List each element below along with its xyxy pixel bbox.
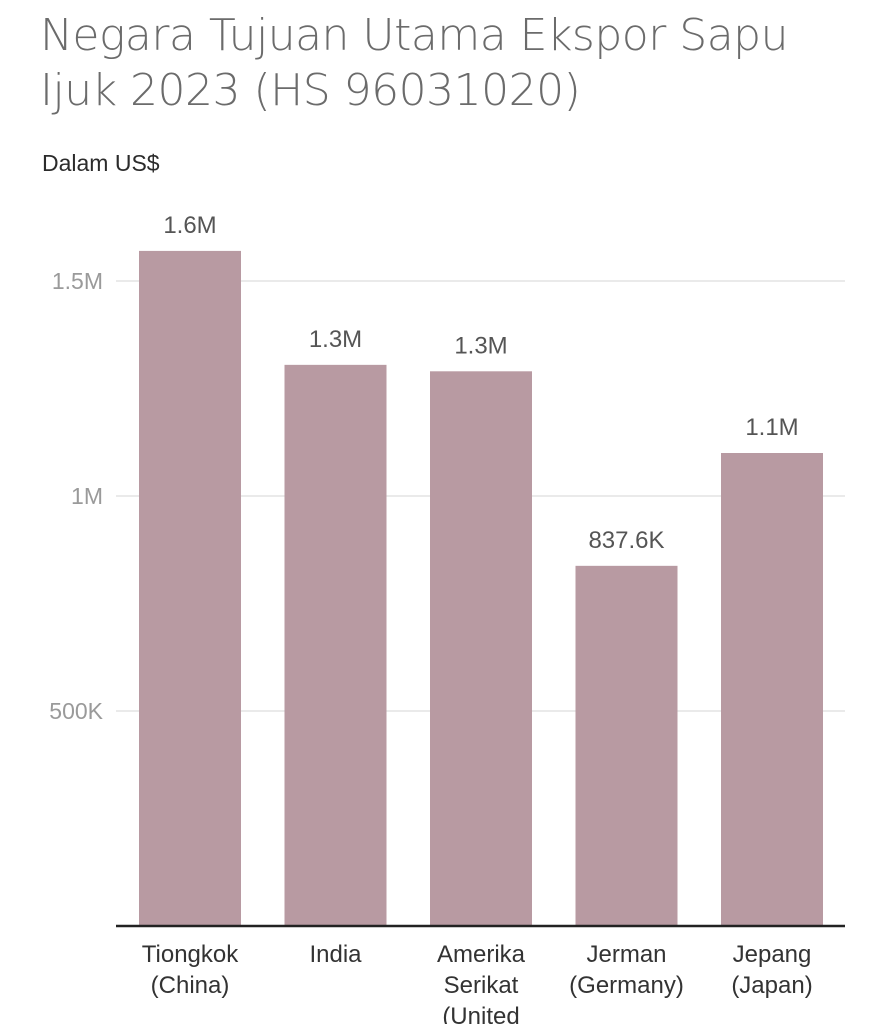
x-tick-label-line: Jepang bbox=[733, 941, 812, 968]
x-tick-label-line: (Japan) bbox=[731, 972, 812, 999]
data-label: 1.1M bbox=[745, 414, 798, 441]
bar bbox=[284, 364, 387, 927]
x-tick-label: Tiongkok (China) bbox=[142, 941, 239, 999]
chart-title: Negara Tujuan Utama Ekspor Sapu Ijuk 202… bbox=[40, 10, 789, 116]
bar bbox=[575, 565, 678, 926]
x-tick-label: Jepang (Japan) bbox=[731, 941, 812, 999]
x-tick-label-line: Serikat bbox=[444, 972, 519, 999]
x-tick-label-line: (United bbox=[442, 1003, 519, 1024]
x-tick-label-line: Amerika bbox=[437, 941, 526, 968]
data-label: 1.6M bbox=[163, 212, 216, 239]
x-tick-label: Amerika Serikat (United bbox=[437, 941, 526, 1024]
y-tick-label: 1.5M bbox=[52, 268, 103, 294]
x-tick-label-line: (Germany) bbox=[569, 972, 684, 999]
bar bbox=[721, 453, 823, 926]
y-tick-label: 500K bbox=[49, 698, 103, 724]
data-label: 837.6K bbox=[588, 527, 664, 554]
x-tick-label: Jerman (Germany) bbox=[569, 941, 684, 999]
data-label: 1.3M bbox=[454, 332, 507, 359]
chart-subtitle: Dalam US$ bbox=[42, 150, 160, 176]
data-label: 1.3M bbox=[309, 326, 362, 353]
x-tick-label-line: (China) bbox=[151, 972, 230, 999]
bar bbox=[139, 250, 241, 926]
y-tick-label: 1M bbox=[71, 483, 103, 509]
bar bbox=[430, 371, 532, 926]
x-tick-label-line: Jerman bbox=[586, 941, 666, 968]
x-tick-label-line: Tiongkok bbox=[142, 941, 239, 968]
x-tick-label: India bbox=[309, 941, 362, 968]
x-tick-label-line: India bbox=[309, 941, 362, 968]
